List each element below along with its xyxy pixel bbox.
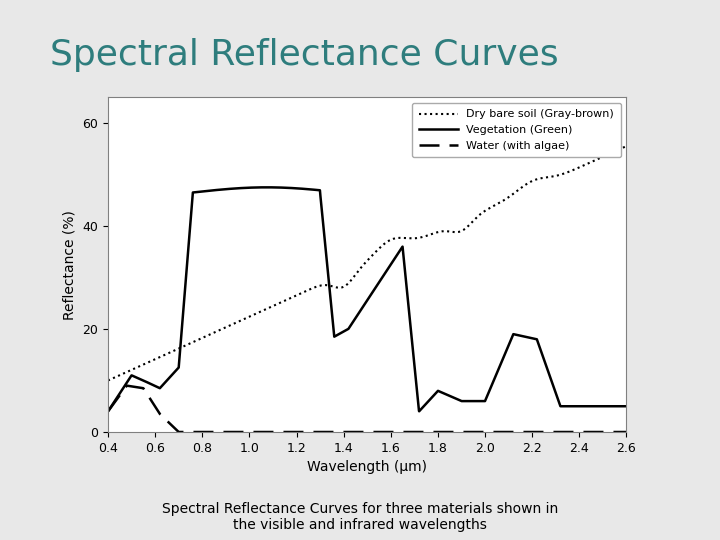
Line: Water (with algae): Water (with algae) [108,386,626,432]
Water (with algae) [325,429,334,435]
Dry bare soil (Gray-brown) [302,287,311,294]
Water (with algae) [557,429,565,435]
Water (with algae) [163,418,171,424]
Dry bare soil (Gray-brown) [325,282,333,289]
Dry bare soil (Gray-brown) [163,350,171,357]
Y-axis label: Reflectance (%): Reflectance (%) [63,210,77,320]
Dry bare soil (Gray-brown) [612,147,621,154]
Water (with algae) [122,382,131,389]
Water (with algae) [622,429,631,435]
Vegetation (Green) [104,408,112,415]
Dry bare soil (Gray-brown) [104,377,112,384]
Vegetation (Green) [557,403,565,409]
Dry bare soil (Gray-brown) [622,143,631,150]
Water (with algae) [194,429,202,435]
Vegetation (Green) [194,188,202,195]
X-axis label: Wavelength (μm): Wavelength (μm) [307,460,427,474]
Vegetation (Green) [325,285,334,291]
Water (with algae) [104,408,112,415]
Legend: Dry bare soil (Gray-brown), Vegetation (Green), Water (with algae): Dry bare soil (Gray-brown), Vegetation (… [412,103,621,157]
Text: Spectral Reflectance Curves: Spectral Reflectance Curves [50,38,559,72]
Water (with algae) [174,429,183,435]
Water (with algae) [612,429,621,435]
Vegetation (Green) [263,184,271,191]
Line: Vegetation (Green): Vegetation (Green) [108,187,626,411]
Vegetation (Green) [163,377,171,383]
Dry bare soil (Gray-brown) [556,172,564,178]
Vegetation (Green) [302,186,311,192]
Text: Spectral Reflectance Curves for three materials shown in
the visible and infrare: Spectral Reflectance Curves for three ma… [162,502,558,532]
Dry bare soil (Gray-brown) [194,336,202,343]
Line: Dry bare soil (Gray-brown): Dry bare soil (Gray-brown) [108,146,626,381]
Water (with algae) [303,429,312,435]
Vegetation (Green) [612,403,621,409]
Vegetation (Green) [622,403,631,409]
